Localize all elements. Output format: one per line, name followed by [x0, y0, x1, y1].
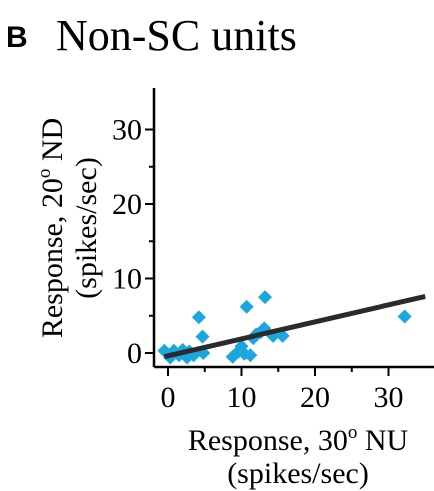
panel-letter: B: [6, 21, 28, 54]
y-tick-label: 20: [112, 188, 142, 221]
y-tick-label: 10: [112, 263, 142, 296]
data-point: [239, 299, 254, 314]
data-point: [258, 290, 273, 305]
x-tick-label: 0: [161, 381, 176, 414]
y-tick-label: 30: [112, 114, 142, 147]
y-axis-label-line2: (spikes/sec): [70, 157, 103, 299]
chart-title: Non-SC units: [56, 11, 297, 60]
ticks: 0 10 20 30 0 10 20 30: [112, 114, 404, 415]
fit-line: [163, 293, 426, 360]
x-axis-label-line1: Response, 30o NU: [188, 422, 409, 457]
axes: [152, 88, 434, 369]
x-axis-label-line2: (spikes/sec): [227, 457, 369, 490]
data-point: [191, 310, 206, 325]
y-axis-label-line1: Response, 20o ND: [34, 118, 69, 338]
data-point: [195, 329, 210, 344]
y-tick-label: 0: [127, 337, 142, 370]
x-tick-label: 20: [300, 381, 330, 414]
data-point: [243, 348, 258, 363]
x-tick-label: 10: [227, 381, 257, 414]
data-point: [397, 309, 412, 324]
x-tick-label: 30: [374, 381, 404, 414]
